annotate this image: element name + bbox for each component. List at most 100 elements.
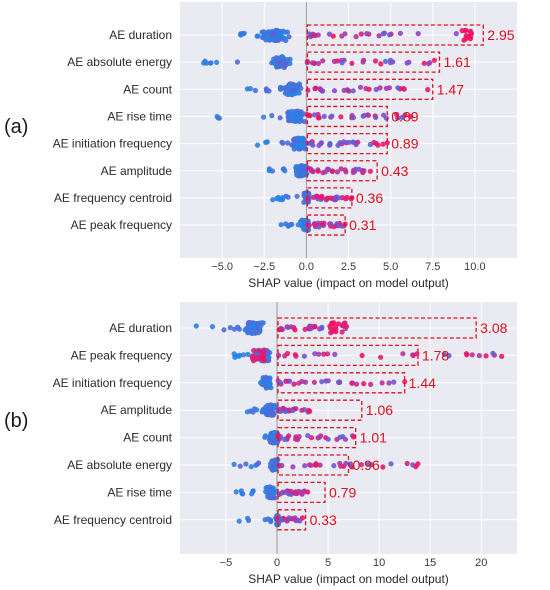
- shap-dot: [260, 407, 266, 413]
- shap-dot: [293, 406, 299, 412]
- mean-shap-box: [306, 24, 484, 46]
- shap-dot: [446, 353, 452, 359]
- panel-label-a: (a): [4, 116, 28, 138]
- value-labels-a: 2.95 1.61 1.47 0.89 0.89 0.43 0.36 0.31: [349, 27, 515, 233]
- shap-dot: [326, 31, 333, 37]
- shap-dot: [243, 461, 249, 467]
- shap-dot: [353, 34, 359, 40]
- x-tick-label: −5.0: [211, 261, 233, 273]
- shap-dot: [251, 406, 257, 412]
- shap-dot: [320, 58, 326, 64]
- shap-dot: [299, 407, 305, 413]
- shap-dot: [332, 351, 338, 357]
- shap-dot: [369, 462, 375, 468]
- mean-shap-value: 0.31: [349, 217, 376, 233]
- shap-dot: [463, 36, 469, 42]
- shap-dot: [250, 488, 256, 495]
- shap-dot: [258, 380, 264, 386]
- x-tick-label: 10.0: [464, 261, 485, 273]
- shap-dot: [328, 221, 334, 227]
- panel-a: AE duration AE absolute energy AE count AE …: [4, 2, 517, 290]
- feature-label: AE rise time: [107, 485, 172, 499]
- mean-shap-value: 0.43: [381, 163, 408, 179]
- feature-label: AE amplitude: [101, 403, 173, 417]
- shap-dot: [349, 112, 355, 119]
- shap-dot: [373, 114, 379, 120]
- mean-shap-box: [306, 160, 378, 182]
- shap-dot: [321, 351, 327, 357]
- shap-dot: [345, 88, 351, 94]
- shap-dot: [383, 58, 389, 64]
- shap-dot: [236, 353, 242, 359]
- shap-dot: [227, 325, 233, 331]
- shap-dot: [281, 489, 288, 495]
- x-axis-label-b: SHAP value (impact on model output): [248, 572, 449, 586]
- shap-dot: [302, 463, 308, 469]
- shap-dot: [231, 351, 237, 357]
- shap-dot: [453, 30, 459, 37]
- shap-dot: [269, 60, 275, 66]
- shap-dot: [240, 352, 247, 358]
- shap-dot: [258, 320, 264, 326]
- shap-dot: [268, 461, 274, 467]
- shap-dot: [279, 462, 285, 469]
- shap-dot: [319, 379, 325, 385]
- mean-shap-box: [306, 132, 388, 155]
- mean-shap-value: 1.44: [409, 375, 436, 391]
- shap-dot: [331, 463, 337, 469]
- shap-dot: [351, 434, 357, 440]
- shap-dot: [291, 87, 297, 94]
- mean-shap-box: [277, 426, 357, 449]
- shap-dot: [302, 379, 309, 385]
- shap-dot: [464, 352, 470, 358]
- feature-label: AE initiation frequency: [53, 137, 172, 151]
- shap-dot: [312, 85, 318, 91]
- shap-dot: [254, 142, 261, 148]
- shap-dot: [214, 113, 220, 120]
- x-tick-label: 10: [373, 557, 385, 569]
- shap-dot: [490, 350, 496, 356]
- shap-dot: [280, 405, 286, 411]
- shap-dot: [265, 36, 271, 42]
- shap-dot: [309, 33, 315, 39]
- shap-dot: [319, 325, 325, 331]
- shap-dot: [317, 86, 323, 92]
- shap-dot: [287, 378, 293, 384]
- shap-dot: [311, 221, 318, 227]
- shap-dot: [288, 488, 294, 494]
- mean-shap-value: 1.61: [443, 54, 470, 70]
- shap-dot: [214, 59, 220, 65]
- shap-dot: [279, 197, 286, 203]
- shap-dot: [252, 87, 258, 94]
- shap-dot: [343, 196, 349, 202]
- shap-dot: [342, 31, 348, 37]
- shap-dot: [233, 489, 239, 495]
- shap-dot: [298, 169, 304, 175]
- shap-dot: [286, 114, 292, 120]
- shap-dot: [431, 57, 437, 63]
- shap-dot: [269, 113, 275, 119]
- x-tick-label: 0.0: [299, 261, 314, 273]
- shap-dot: [278, 222, 284, 228]
- shap-dot: [312, 351, 318, 357]
- shap-dot: [467, 36, 473, 42]
- shap-dot: [329, 168, 335, 174]
- shap-dot: [294, 142, 300, 148]
- shap-dot: [238, 488, 244, 494]
- shap-dot: [315, 168, 321, 174]
- x-tick-label: 2.5: [341, 261, 356, 273]
- x-tick-label: 7.5: [425, 261, 440, 273]
- shap-dot: [262, 517, 268, 523]
- shap-dot: [269, 409, 275, 415]
- shap-dot: [352, 168, 358, 174]
- shap-dot: [415, 461, 421, 467]
- shap-dot: [499, 353, 505, 359]
- shap-dot: [262, 382, 268, 388]
- shap-dot: [295, 517, 301, 523]
- shap-dot: [231, 461, 237, 467]
- feature-label: AE absolute energy: [67, 55, 172, 69]
- shap-dot: [349, 60, 355, 66]
- shap-dot: [334, 58, 340, 64]
- feature-label: AE duration: [109, 321, 172, 335]
- shap-dot: [349, 380, 355, 386]
